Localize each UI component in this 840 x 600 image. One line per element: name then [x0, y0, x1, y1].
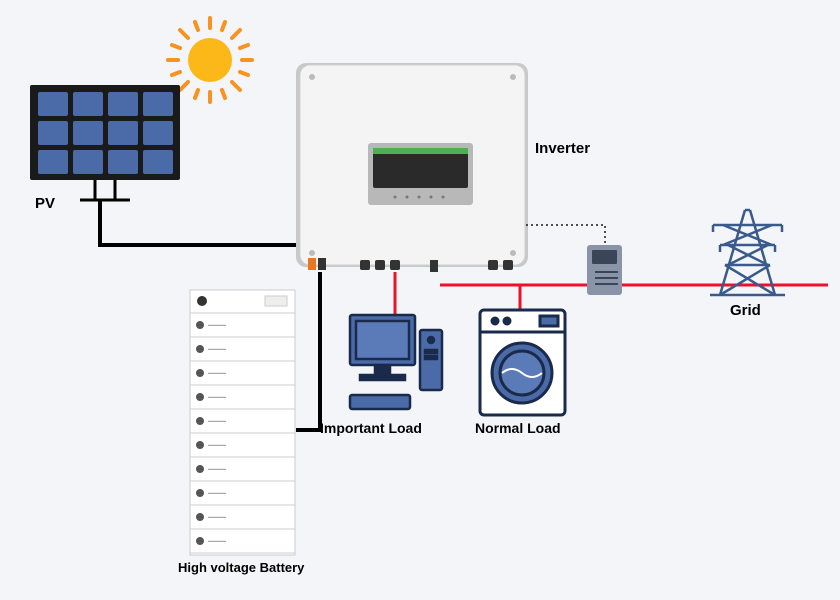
wire-battery-inverter: [296, 272, 320, 430]
sun-icon: [168, 18, 252, 102]
grid-tower-icon: [710, 210, 785, 295]
svg-text:━━━━━━: ━━━━━━: [207, 395, 227, 401]
normal-load-label: Normal Load: [475, 420, 561, 436]
svg-text:━━━━━━: ━━━━━━: [207, 467, 227, 473]
grid-label: Grid: [730, 302, 761, 319]
pv-label: PV: [35, 195, 55, 212]
inverter-label: Inverter: [535, 140, 590, 157]
wire-meter-dotted: [526, 225, 605, 245]
svg-text:━━━━━━: ━━━━━━: [207, 539, 227, 545]
svg-text:━━━━━━: ━━━━━━: [207, 491, 227, 497]
battery-label: High voltage Battery: [178, 560, 304, 575]
normal-load-icon: [480, 310, 565, 415]
important-load-label: Important Load: [320, 420, 422, 436]
solar-system-diagram: ━━━━━━ ━━━━━━ ━━━━━━ ━━━━━━ ━━━━━━ ━━━━━…: [0, 0, 840, 600]
svg-text:━━━━━━: ━━━━━━: [207, 371, 227, 377]
svg-text:━━━━━━: ━━━━━━: [207, 443, 227, 449]
svg-text:━━━━━━: ━━━━━━: [207, 419, 227, 425]
important-load-icon: [350, 315, 442, 409]
battery-icon: ━━━━━━ ━━━━━━ ━━━━━━ ━━━━━━ ━━━━━━ ━━━━━…: [190, 290, 295, 555]
pv-panel-icon: [30, 85, 180, 200]
svg-text:━━━━━━: ━━━━━━: [207, 347, 227, 353]
meter-icon: [587, 245, 622, 295]
wire-pv-inverter: [100, 200, 305, 245]
svg-text:━━━━━━: ━━━━━━: [207, 515, 227, 521]
inverter-icon: [296, 63, 528, 272]
svg-text:━━━━━━: ━━━━━━: [207, 323, 227, 329]
